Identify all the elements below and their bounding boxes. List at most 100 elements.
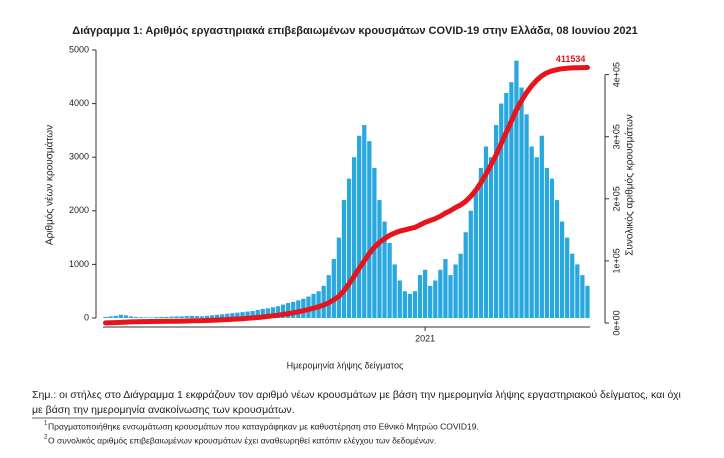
bar	[265, 308, 271, 318]
bar	[407, 293, 413, 318]
bar	[554, 200, 560, 318]
bar	[286, 302, 291, 318]
bar	[209, 315, 215, 318]
bar	[458, 253, 463, 318]
bar	[255, 309, 260, 318]
bar	[559, 221, 565, 318]
bar	[250, 311, 255, 318]
chart-title: Διάγραμμα 1: Αριθμός εργαστηριακά επιβεβ…	[72, 25, 637, 37]
bar	[103, 316, 108, 318]
bar	[570, 253, 575, 318]
bar	[463, 232, 468, 318]
bar	[123, 315, 128, 318]
y-tick-label: 5000	[69, 44, 89, 54]
bar	[483, 146, 489, 318]
bar	[367, 141, 372, 318]
bar	[509, 82, 514, 318]
y2-tick-label: 4e+05	[611, 62, 621, 87]
bar	[580, 275, 585, 318]
bar	[539, 135, 544, 318]
bar	[433, 280, 438, 318]
bar	[468, 210, 473, 318]
y-tick-label: 1000	[69, 259, 89, 269]
bar	[422, 269, 428, 318]
bar	[240, 312, 245, 318]
bar	[387, 242, 392, 318]
bar	[397, 280, 402, 318]
bar	[372, 167, 377, 318]
bar	[341, 200, 347, 318]
y-tick-label: 0	[84, 312, 89, 322]
bar	[417, 275, 423, 318]
bar	[428, 285, 433, 318]
note-line: με βάση την ημερομηνία ανακοίνωσης των κ…	[32, 404, 295, 416]
bar	[504, 92, 509, 318]
bar	[494, 125, 499, 318]
bar	[519, 87, 524, 319]
bar	[443, 259, 448, 318]
bar	[438, 269, 443, 318]
footnote-mark: 1	[44, 421, 48, 427]
bar	[534, 157, 539, 318]
y2-tick-label: 1e+05	[611, 248, 621, 273]
bar	[194, 316, 199, 318]
bar	[270, 307, 276, 318]
bar	[143, 317, 149, 318]
bar	[189, 315, 194, 318]
cumulative-line	[103, 65, 590, 326]
y2-tick-label: 0e+00	[611, 310, 621, 335]
bar	[159, 316, 164, 318]
bar	[275, 306, 281, 318]
footnote: Πραγματοποιήθηκε ενσωμάτωση κρουσμάτων π…	[48, 421, 479, 431]
bar	[174, 316, 179, 318]
bar	[199, 316, 205, 318]
bar	[362, 125, 367, 318]
y-tick-label: 3000	[69, 152, 89, 162]
bar	[392, 264, 397, 318]
bar	[179, 316, 184, 318]
bar	[154, 317, 159, 318]
bar	[412, 291, 418, 318]
x-tick-label: 2021	[415, 333, 435, 343]
bar	[326, 275, 331, 318]
bar	[113, 315, 118, 318]
y-tick-label: 2000	[69, 205, 89, 215]
bar	[529, 146, 534, 318]
bar	[164, 316, 169, 318]
bar	[336, 237, 342, 318]
bar	[514, 60, 519, 318]
bar	[346, 178, 352, 318]
bar	[133, 316, 139, 318]
bar	[402, 291, 407, 318]
bar	[351, 157, 357, 318]
footnote-mark: 2	[44, 435, 48, 441]
bar	[478, 167, 484, 318]
y-tick-label: 4000	[69, 98, 89, 108]
bar	[204, 315, 210, 318]
bar	[108, 316, 113, 318]
bar	[225, 313, 230, 318]
bar	[377, 200, 382, 318]
bar	[220, 314, 225, 318]
bar	[488, 157, 494, 318]
y-axis-title: Αριθμός νέων κρουσμάτων	[44, 125, 56, 245]
bar	[245, 311, 250, 318]
bar	[118, 314, 123, 318]
bar	[499, 103, 504, 318]
bar	[138, 317, 144, 318]
bar	[473, 189, 478, 318]
bar	[585, 285, 590, 318]
bar	[524, 114, 529, 318]
bar	[296, 300, 301, 318]
note-line: Σημ.: οι στήλες στο Διάγραμμα 1 εκφράζου…	[32, 389, 682, 401]
bar	[549, 178, 555, 318]
bar	[291, 301, 296, 318]
bar	[453, 264, 458, 318]
bar	[184, 316, 189, 318]
bar	[448, 275, 453, 318]
annotation: 411534	[556, 54, 586, 64]
bar	[544, 167, 550, 318]
bar	[215, 314, 220, 318]
y2-axis-title: Συνολικός αριθμός κρουσμάτων	[624, 114, 636, 256]
bar	[565, 237, 570, 318]
